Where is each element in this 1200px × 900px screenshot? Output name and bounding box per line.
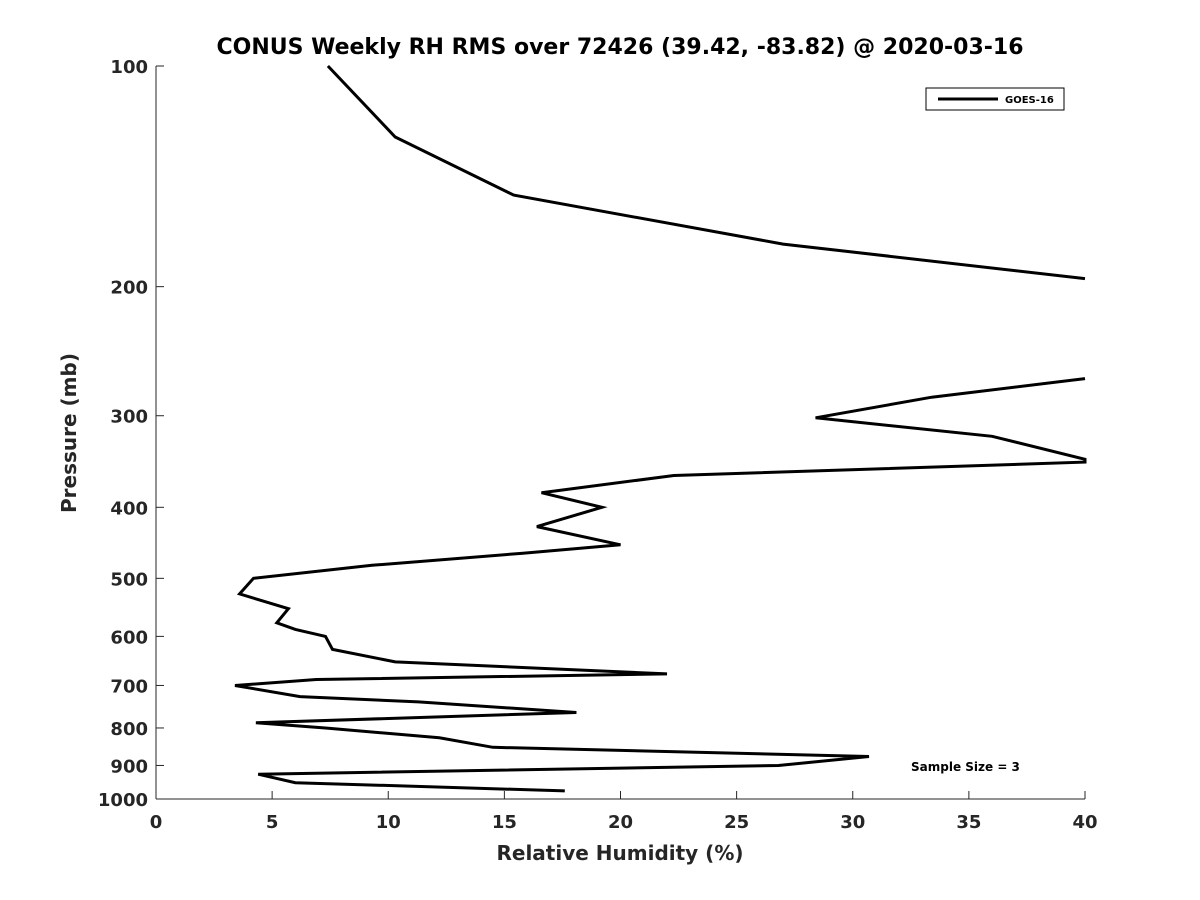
- x-tick-label: 10: [376, 812, 401, 833]
- x-tick-label: 20: [608, 812, 633, 833]
- y-tick-label: 400: [110, 498, 148, 519]
- series-line-goes-16: [326, 64, 1086, 281]
- y-axis-title: Pressure (mb): [57, 353, 81, 513]
- x-tick-label: 35: [956, 812, 981, 833]
- y-tick-label: 1000: [98, 790, 148, 811]
- y-tick-label: 600: [110, 627, 148, 648]
- x-tick-label: 25: [724, 812, 749, 833]
- y-tick-label: 700: [110, 676, 148, 697]
- x-tick-label: 5: [266, 812, 279, 833]
- y-tick-label: 200: [110, 278, 148, 299]
- x-tick-label: 40: [1072, 812, 1097, 833]
- legend-label-goes-16: GOES-16: [1005, 95, 1054, 106]
- chart-title: CONUS Weekly RH RMS over 72426 (39.42, -…: [216, 35, 1023, 60]
- y-tick-label: 800: [110, 719, 148, 740]
- x-tick-label: 15: [492, 812, 517, 833]
- sample-size-annotation: Sample Size = 3: [911, 760, 1020, 774]
- x-tick-label: 0: [150, 812, 163, 833]
- series-line-goes-16: [234, 377, 1087, 793]
- plot-area: 0 5 10 15 20 25 30 35 40 100 200 300 400 500 600 700 800…: [98, 57, 1098, 833]
- y-tick-label: 300: [110, 407, 148, 428]
- y-tick-label: 500: [110, 569, 148, 590]
- y-tick-label: 900: [110, 756, 148, 777]
- legend: GOES-16: [925, 87, 1065, 111]
- x-tick-label: 30: [840, 812, 865, 833]
- y-tick-label: 100: [110, 57, 148, 78]
- x-axis-title: Relative Humidity (%): [496, 841, 743, 865]
